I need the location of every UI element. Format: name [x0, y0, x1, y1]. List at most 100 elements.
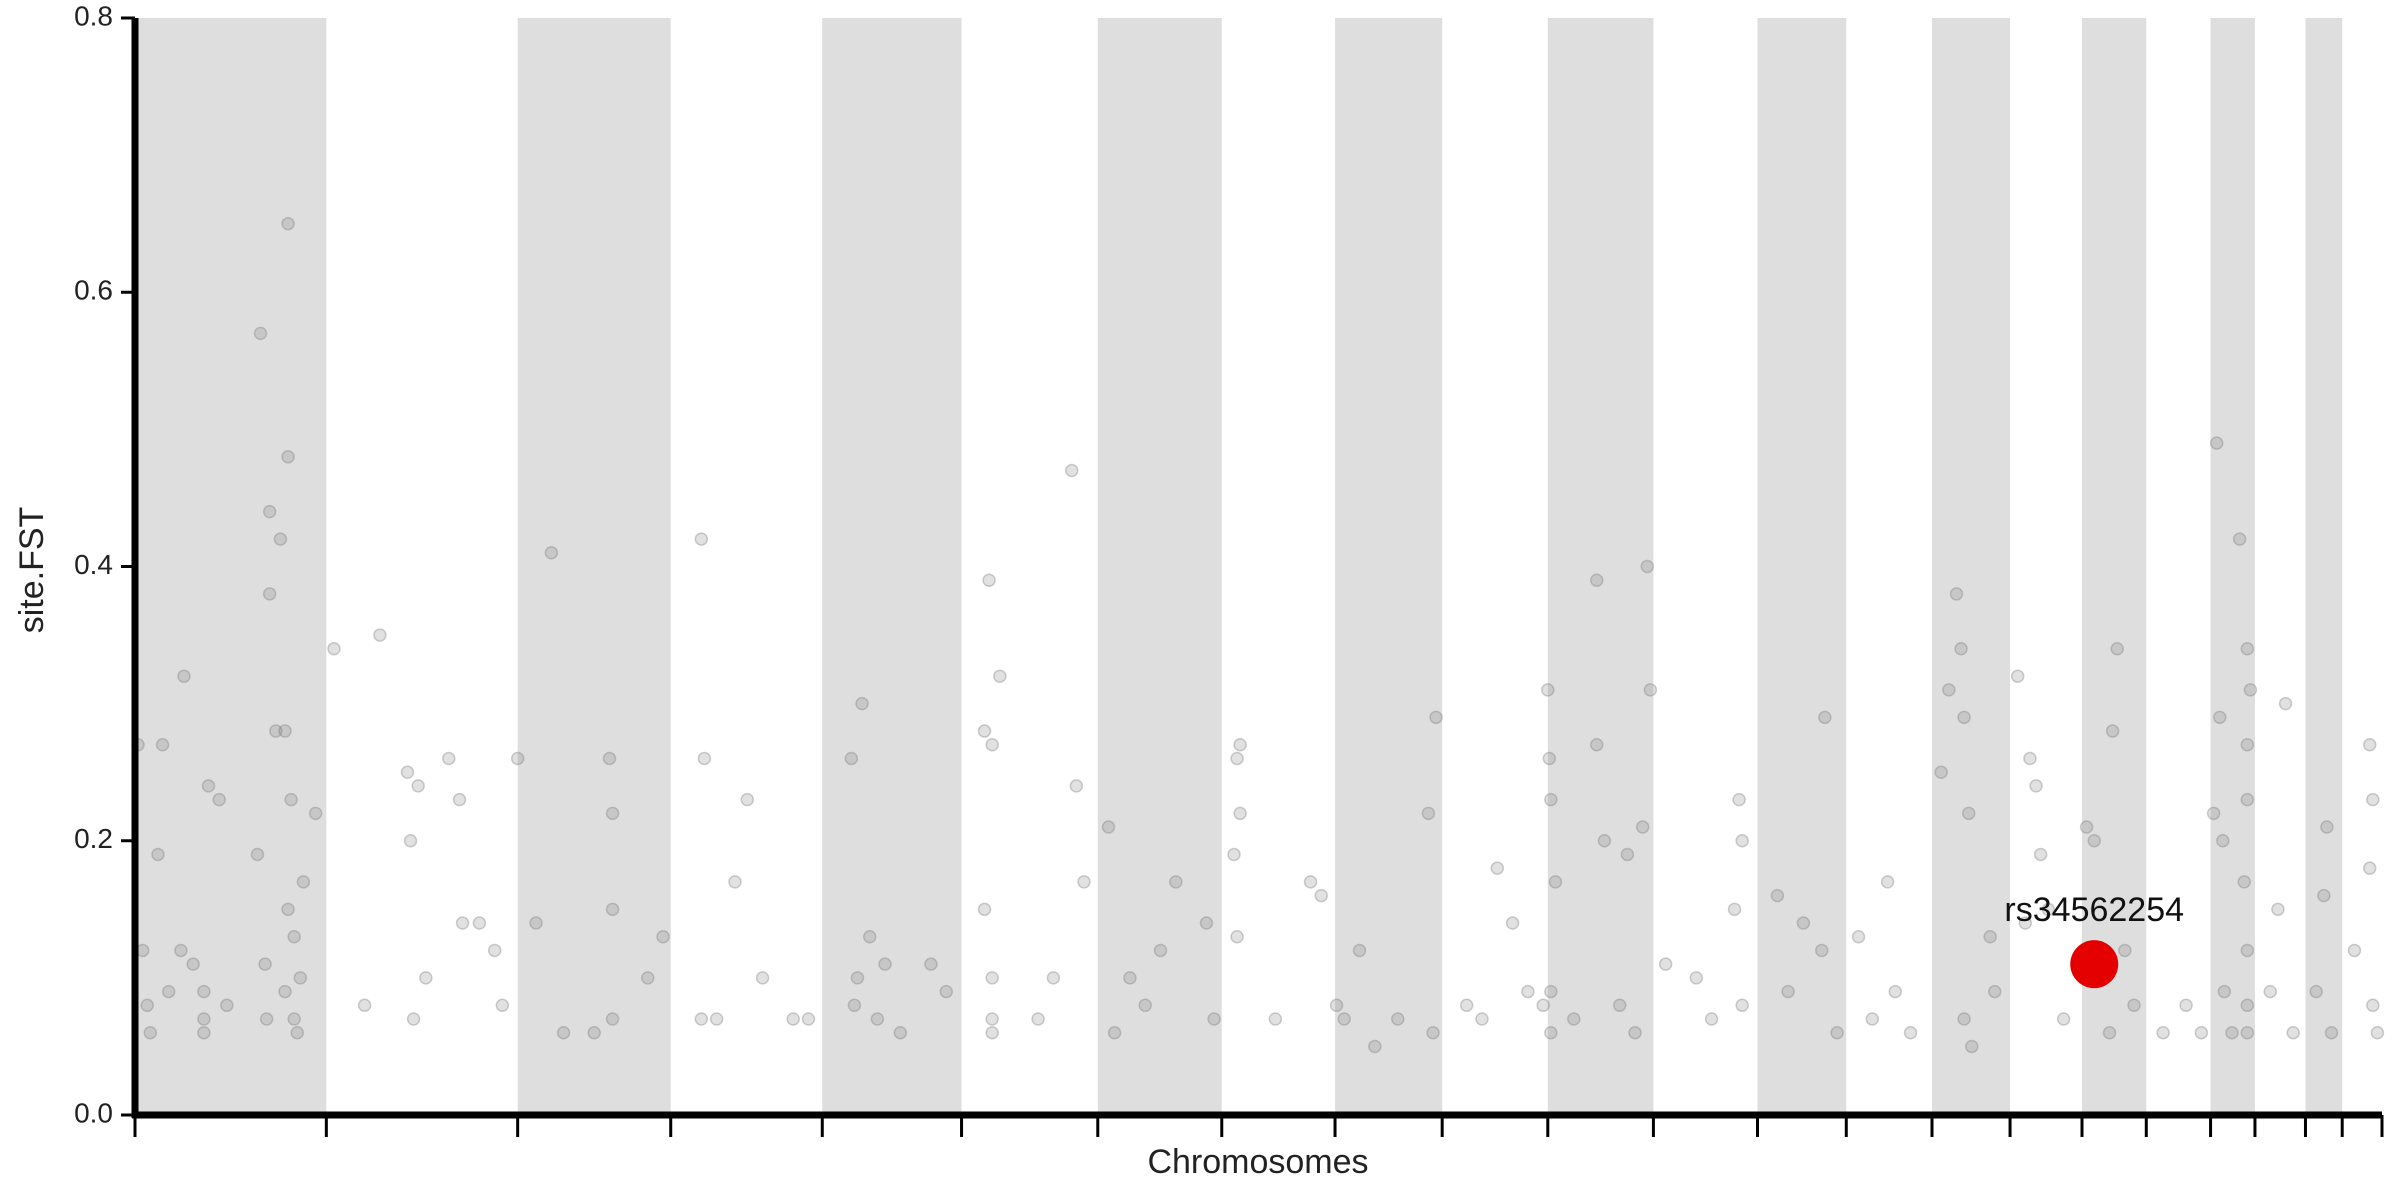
point: [641, 971, 655, 985]
highlight-label: rs34562254: [2004, 891, 2184, 929]
point: [2087, 834, 2101, 848]
point: [605, 806, 620, 821]
point: [2010, 669, 2025, 683]
point: [709, 1012, 724, 1026]
point: [1542, 751, 1557, 766]
point: [373, 628, 387, 642]
point: [1199, 916, 1214, 930]
point: [1138, 998, 1152, 1013]
point: [419, 971, 433, 985]
chromosome-band: [1547, 18, 1654, 1115]
point: [2240, 642, 2255, 656]
point: [2206, 806, 2221, 821]
point: [1590, 573, 1604, 587]
point: [2079, 820, 2094, 834]
point: [1818, 710, 1832, 725]
point: [290, 1025, 304, 1040]
point: [1031, 1012, 1045, 1026]
point: [993, 669, 1007, 683]
point: [510, 751, 525, 766]
point: [1658, 957, 1673, 971]
point: [587, 1025, 601, 1040]
point: [878, 957, 892, 971]
point: [1233, 738, 1247, 752]
point: [1643, 683, 1658, 697]
point: [2225, 1025, 2239, 1040]
point: [212, 792, 226, 807]
point: [847, 998, 862, 1013]
point: [2213, 710, 2227, 725]
point: [985, 1012, 999, 1026]
point: [2363, 861, 2377, 875]
point: [1888, 984, 1903, 999]
point: [258, 957, 272, 971]
point: [844, 751, 859, 766]
point: [1781, 984, 1795, 999]
point: [755, 971, 770, 985]
point: [1983, 929, 1997, 944]
point: [281, 450, 295, 464]
point: [177, 669, 191, 683]
point: [281, 216, 295, 231]
chromosome-band: [1757, 18, 1847, 1115]
point: [2243, 683, 2258, 697]
point: [2194, 1025, 2209, 1040]
point: [2217, 984, 2232, 999]
point: [2033, 847, 2048, 862]
point: [862, 929, 877, 944]
point: [2320, 820, 2334, 834]
point: [2127, 998, 2141, 1013]
point: [2118, 943, 2132, 958]
point: [2240, 943, 2255, 958]
point: [281, 902, 295, 917]
point: [2309, 984, 2323, 999]
point: [1101, 820, 1116, 834]
point: [2324, 1025, 2339, 1040]
point: [1628, 1025, 1642, 1040]
point: [406, 1012, 421, 1026]
point: [1942, 683, 1956, 697]
point: [1727, 902, 1742, 917]
point: [1957, 710, 1971, 725]
point: [262, 587, 277, 601]
point: [140, 998, 154, 1013]
point: [1961, 806, 1976, 821]
point: [174, 943, 188, 958]
point: [455, 916, 470, 930]
y-tick-label: 0.8: [74, 0, 113, 31]
point: [985, 738, 999, 752]
point: [411, 779, 425, 793]
point: [1069, 779, 1084, 793]
point: [1459, 998, 1474, 1013]
point: [2286, 1025, 2300, 1040]
point: [1635, 820, 1650, 834]
point: [197, 984, 211, 999]
point: [556, 1025, 571, 1040]
point: [1880, 875, 1895, 889]
point: [2240, 792, 2255, 807]
point: [1541, 683, 1555, 697]
point: [1490, 861, 1505, 875]
point: [924, 957, 938, 971]
point: [197, 1025, 211, 1040]
point: [985, 1025, 999, 1040]
point: [1368, 1039, 1382, 1054]
point: [697, 751, 712, 766]
point: [939, 984, 953, 999]
point: [278, 984, 292, 999]
point: [2366, 792, 2380, 807]
point: [293, 971, 308, 985]
y-axis-label: site.FST: [13, 507, 51, 634]
point: [357, 998, 372, 1013]
point: [1590, 738, 1604, 752]
point: [605, 902, 620, 917]
point: [1934, 765, 1948, 779]
chromosome-band: [1097, 18, 1222, 1115]
point: [1207, 1012, 1221, 1026]
point: [201, 779, 216, 793]
chromosome-band: [2210, 18, 2255, 1115]
point: [1268, 1012, 1283, 1026]
point: [1567, 1012, 1581, 1026]
point: [1329, 998, 1344, 1013]
point: [143, 1025, 158, 1040]
